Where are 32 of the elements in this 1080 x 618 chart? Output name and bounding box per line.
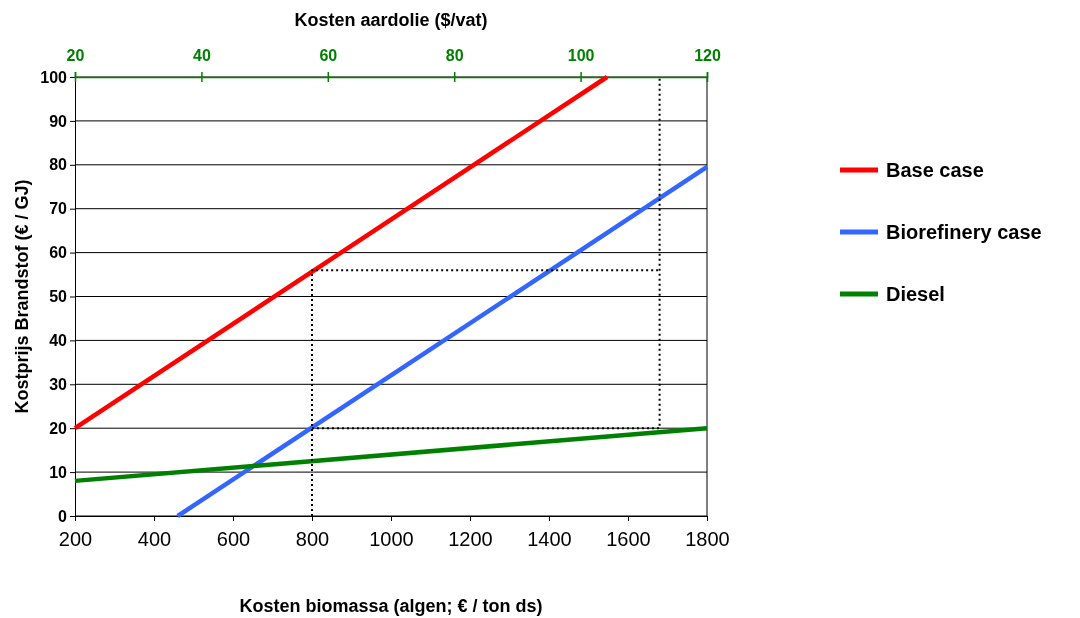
x-tick-label: 800 bbox=[295, 528, 330, 550]
y-tick-label: 10 bbox=[49, 463, 68, 481]
y-tick-label: 30 bbox=[49, 375, 68, 393]
x2-tick-label: 40 bbox=[193, 47, 211, 64]
y-tick-label: 60 bbox=[49, 244, 68, 262]
x-tick-label: 1200 bbox=[448, 528, 493, 550]
x-axis-title: Kosten biomassa (algen; € / ton ds) bbox=[239, 596, 543, 616]
x2-tick-label: 80 bbox=[445, 47, 464, 64]
legend-label: Base case bbox=[886, 159, 984, 181]
x-tick-label: 1800 bbox=[685, 528, 730, 550]
x-tick-label: 1400 bbox=[527, 528, 572, 550]
x-tick-label: 600 bbox=[216, 528, 251, 550]
x-tick-label: 200 bbox=[58, 528, 93, 550]
x2-tick-label: 120 bbox=[694, 47, 721, 64]
x2-tick-label: 100 bbox=[567, 47, 595, 64]
y-tick-label: 20 bbox=[49, 419, 68, 437]
x-tick-label: 1000 bbox=[369, 528, 414, 550]
x-tick-label: 400 bbox=[137, 528, 172, 550]
y-tick-label: 0 bbox=[58, 507, 68, 525]
legend-label: Diesel bbox=[886, 283, 945, 305]
y-axis-title: Kostprijs Brandstof (€ / GJ) bbox=[12, 179, 32, 414]
legend-label: Biorefinery case bbox=[886, 221, 1042, 243]
y-tick-label: 40 bbox=[49, 332, 68, 350]
y-tick-label: 80 bbox=[49, 156, 68, 174]
x2-axis-title: Kosten aardolie ($/vat) bbox=[294, 10, 488, 30]
y-tick-label: 90 bbox=[49, 112, 68, 130]
x-tick-label: 1600 bbox=[606, 528, 651, 550]
x2-tick-label: 20 bbox=[66, 47, 85, 64]
y-tick-label: 70 bbox=[49, 200, 68, 218]
y-tick-label: 50 bbox=[49, 288, 68, 306]
x2-tick-label: 60 bbox=[319, 47, 338, 64]
y-tick-label: 100 bbox=[40, 68, 68, 86]
